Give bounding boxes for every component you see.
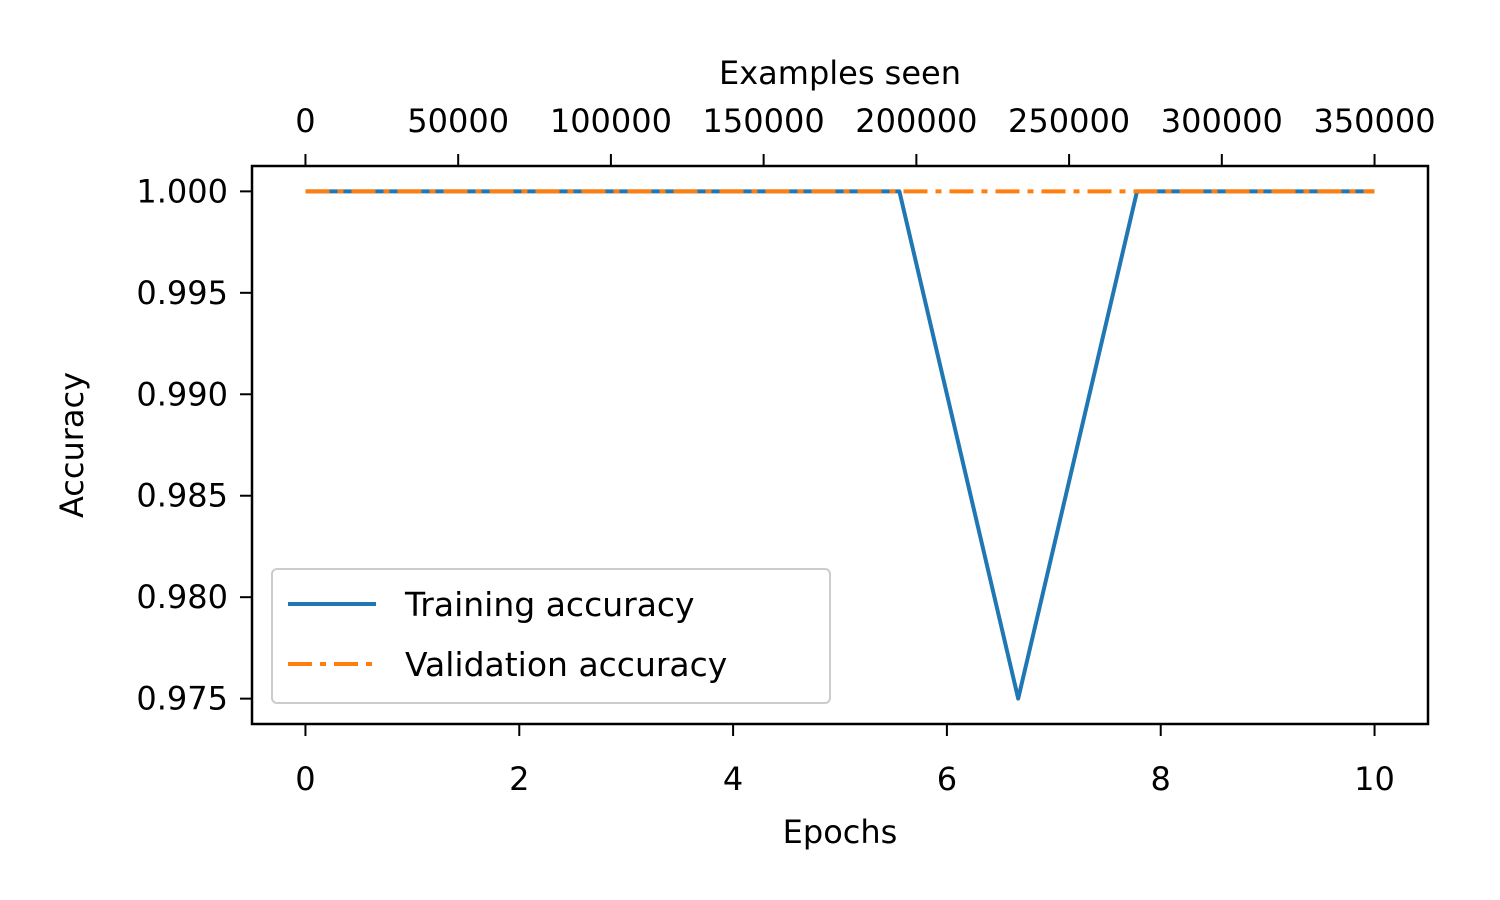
- x-tick-label: 2: [509, 760, 529, 798]
- y-tick-label: 0.995: [136, 274, 228, 312]
- y-tick-label: 0.990: [136, 375, 228, 413]
- x-tick-label: 8: [1151, 760, 1171, 798]
- x-tick-label: 6: [937, 760, 957, 798]
- plot-layer: [305, 189, 1375, 701]
- legend-box: [271, 568, 831, 704]
- x-tick-label: 4: [723, 760, 743, 798]
- top-x-tick-label: 350000: [1313, 102, 1435, 140]
- top-x-tick-label: 250000: [1008, 102, 1130, 140]
- x-tick-label: 0: [295, 760, 315, 798]
- y-tick-label: 1.000: [136, 172, 228, 210]
- y-tick-label: 0.985: [136, 477, 228, 515]
- axes-layer: 0 2 4 6 8 10 0.975 0.980 0.985 0.990 0.995 1.000 0 50…: [136, 102, 1435, 798]
- y-tick-label: 0.980: [136, 578, 228, 616]
- top-x-tick-label: 300000: [1161, 102, 1283, 140]
- top-x-axis-title: Examples seen: [719, 54, 961, 92]
- top-x-tick-label: 100000: [550, 102, 672, 140]
- y-tick-label: 0.975: [136, 680, 228, 718]
- x-tick-label: 10: [1354, 760, 1395, 798]
- x-axis-title: Epochs: [783, 813, 898, 851]
- y-axis-title: Accuracy: [53, 372, 91, 518]
- top-x-tick-label: 200000: [855, 102, 977, 140]
- top-x-tick-label: 150000: [703, 102, 825, 140]
- top-x-tick-label: 0: [295, 102, 315, 140]
- legend-label-validation: Validation accuracy: [405, 645, 727, 684]
- top-x-tick-label: 50000: [407, 102, 509, 140]
- legend-label-training: Training accuracy: [404, 585, 695, 624]
- plot-frame: [250, 164, 1430, 726]
- legend: Training accuracy Validation accuracy: [271, 568, 831, 704]
